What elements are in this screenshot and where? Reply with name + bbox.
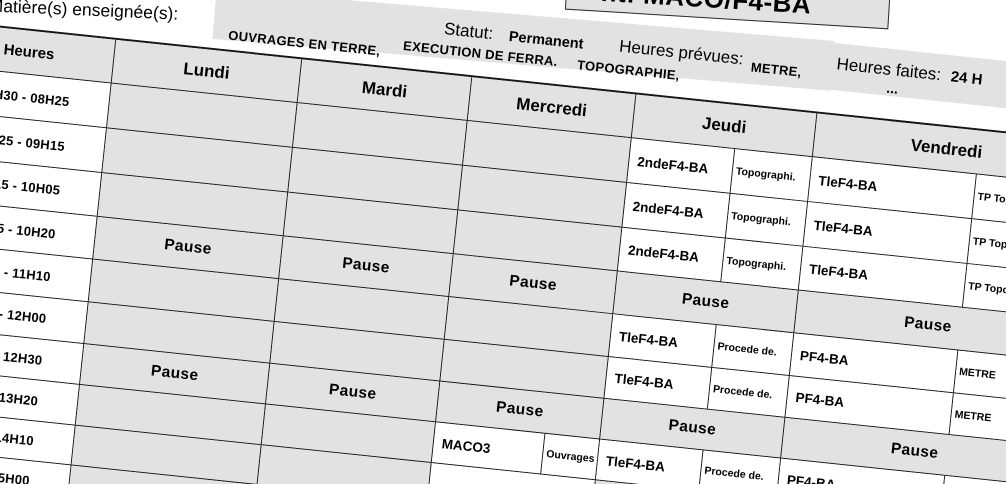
heures-faites-ellipsis: ... <box>885 79 899 97</box>
page-title: nt: MACO/F4-BA <box>600 0 812 21</box>
matiere-label: Matière(s) enseignée(s): <box>0 0 179 24</box>
subject-cell: Topographi. <box>725 193 809 247</box>
subject-cell: Topographi. <box>730 149 813 203</box>
subject-cell: Ouvrages e. <box>541 433 601 481</box>
heures-faites-value: 24 H <box>949 68 984 89</box>
